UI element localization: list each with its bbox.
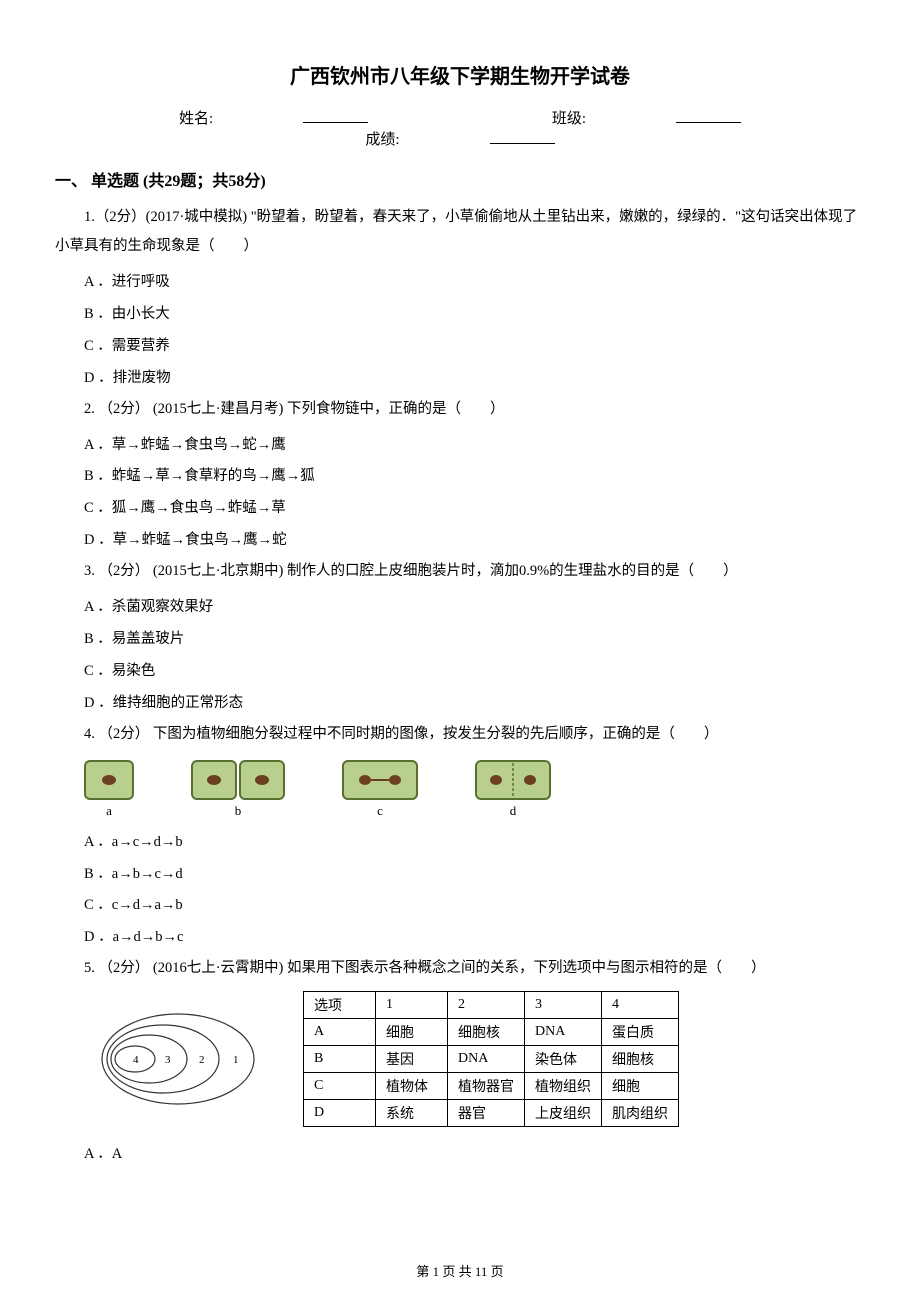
cell-a-icon <box>83 759 135 801</box>
q3-option-c: C ．易染色 <box>55 656 865 688</box>
q1-option-c: C ．需要营养 <box>55 331 865 363</box>
q2-stem: 2. （2分） (2015七上·建昌月考) 下列食物链中，正确的是（ ） <box>55 395 865 424</box>
q2-option-d: D ．草→蚱蜢→食虫鸟→鹰→蛇 <box>55 525 865 557</box>
q2-option-b: B ．蚱蜢→草→食草籽的鸟→鹰→狐 <box>55 461 865 493</box>
q4-stem: 4. （2分） 下图为植物细胞分裂过程中不同时期的图像，按发生分裂的先后顺序，正… <box>55 720 865 749</box>
q4-option-d: D ．a→d→b→c <box>55 922 865 954</box>
table-header-row: 选项 1 2 3 4 <box>304 992 679 1019</box>
q3-option-a: A ．杀菌观察效果好 <box>55 592 865 624</box>
exam-title: 广西钦州市八年级下学期生物开学试卷 <box>55 60 865 89</box>
q4-cell-diagram-row: a b c d <box>83 759 865 819</box>
name-field: 姓名: <box>134 107 413 128</box>
q5-figure-row: 4 3 2 1 选项 1 2 3 4 A 细胞 细胞核 DNA 蛋白质 B 基因… <box>83 991 865 1127</box>
q3-option-d: D ．维持细胞的正常形态 <box>55 688 865 720</box>
table-row: B 基因 DNA 染色体 细胞核 <box>304 1046 679 1073</box>
q1-option-b: B ．由小长大 <box>55 299 865 331</box>
class-field: 班级: <box>507 107 786 128</box>
q4-option-a: A ．a→c→d→b <box>55 827 865 859</box>
q4-cell-c: c <box>341 759 419 819</box>
section-header: 一、 单选题 (共29题；共58分) <box>55 167 865 191</box>
q1-stem: 1.（2分）(2017·城中模拟) "盼望着，盼望着，春天来了，小草偷偷地从土里… <box>55 203 865 261</box>
q2-option-a: A ．草→蚱蜢→食虫鸟→蛇→鹰 <box>55 430 865 462</box>
cell-c-icon <box>341 759 419 801</box>
q4-option-b: B ．a→b→c→d <box>55 859 865 891</box>
q1-option-a: A ．进行呼吸 <box>55 267 865 299</box>
cell-d-icon <box>474 759 552 801</box>
score-field: 成绩: <box>320 128 599 149</box>
q4-option-c: C ．c→d→a→b <box>55 890 865 922</box>
q4-cell-d: d <box>474 759 552 819</box>
table-row: D 系统 器官 上皮组织 肌肉组织 <box>304 1100 679 1127</box>
q3-option-b: B ．易盖盖玻片 <box>55 624 865 656</box>
student-info-line: 姓名: 班级: 成绩: <box>55 107 865 149</box>
cell-b-icon <box>190 759 286 801</box>
table-row: C 植物体 植物器官 植物组织 细胞 <box>304 1073 679 1100</box>
page-footer: 第 1 页 共 11 页 <box>0 1261 920 1280</box>
q3-stem: 3. （2分） (2015七上·北京期中) 制作人的口腔上皮细胞装片时，滴加0.… <box>55 557 865 586</box>
q4-cell-b: b <box>190 759 286 819</box>
venn-diagram-icon: 4 3 2 1 <box>83 1009 258 1109</box>
q5-stem: 5. （2分） (2016七上·云霄期中) 如果用下图表示各种概念之间的关系，下… <box>55 954 865 983</box>
q2-option-c: C ．狐→鹰→食虫鸟→蚱蜢→草 <box>55 493 865 525</box>
q5-option-a: A ．A <box>55 1139 865 1171</box>
svg-text:4: 4 <box>133 1054 139 1066</box>
q1-option-d: D ．排泄废物 <box>55 363 865 395</box>
table-row: A 细胞 细胞核 DNA 蛋白质 <box>304 1019 679 1046</box>
svg-text:3: 3 <box>165 1054 171 1066</box>
q4-cell-a: a <box>83 759 135 819</box>
q5-table: 选项 1 2 3 4 A 细胞 细胞核 DNA 蛋白质 B 基因 DNA 染色体… <box>303 991 679 1127</box>
svg-text:1: 1 <box>233 1054 239 1066</box>
svg-text:2: 2 <box>199 1054 205 1066</box>
